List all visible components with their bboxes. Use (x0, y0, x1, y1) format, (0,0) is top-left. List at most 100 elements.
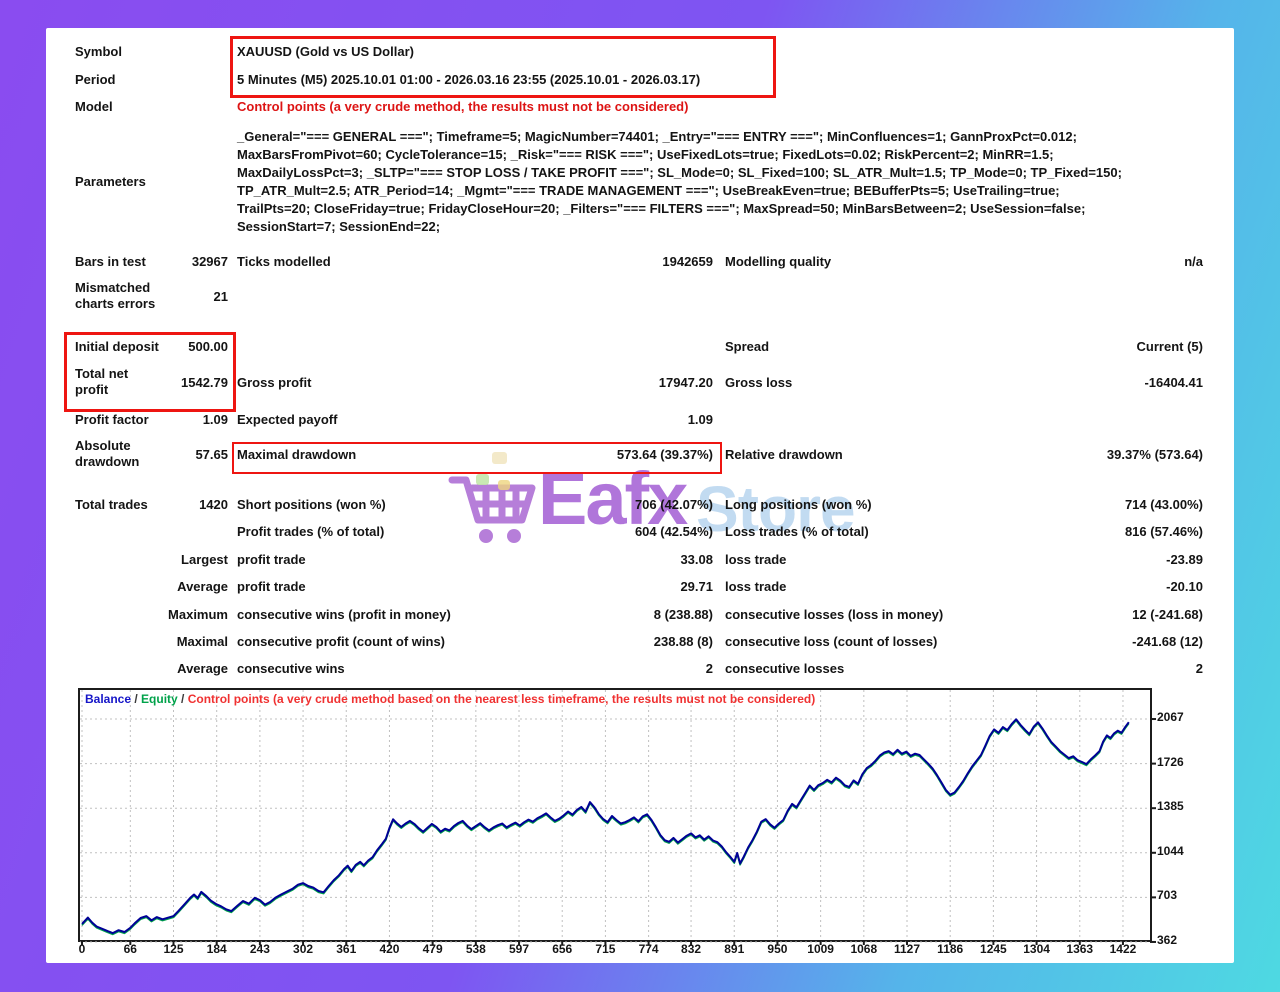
maximal-consecutive-profit-value: 238.88 (8) (653, 634, 713, 649)
y-axis-tick-label: 703 (1157, 888, 1178, 903)
largest-row-label: Largest (181, 552, 228, 567)
parameters-line: SessionStart=7; SessionEnd=22; (237, 219, 441, 234)
x-axis-tick-label: 832 (681, 942, 702, 956)
legend-equity: Equity (141, 692, 178, 706)
legend-separator: / (131, 692, 142, 706)
relative-drawdown-label: Relative drawdown (725, 447, 843, 462)
average-row-label: Average (177, 579, 228, 594)
profit-factor-value: 1.09 (202, 412, 228, 427)
x-axis-tick-label: 361 (336, 942, 357, 956)
x-axis-tick-label: 479 (422, 942, 443, 956)
x-axis-tick-label: 891 (724, 942, 745, 956)
profit-trades-label: Profit trades (% of total) (237, 524, 385, 539)
gross-loss-label: Gross loss (725, 375, 793, 390)
x-axis-tick-label: 1363 (1066, 942, 1094, 956)
cart-item-icon (476, 474, 489, 485)
legend-separator: / (177, 692, 188, 706)
loss-trades-value: 816 (57.46%) (1124, 524, 1203, 539)
x-axis-tick-label: 774 (638, 942, 659, 956)
maximal-consecutive-profit-label: consecutive profit (count of wins) (237, 634, 446, 649)
mismatched-errors-label: Mismatched charts errors (75, 280, 156, 311)
x-axis-tick-label: 597 (509, 942, 530, 956)
period-value: 5 Minutes (M5) 2025.10.01 01:00 - 2026.0… (237, 72, 701, 87)
average-loss-trade-label: loss trade (725, 579, 787, 594)
x-axis-tick-label: 243 (249, 942, 270, 956)
maximal-consecutive-loss-label: consecutive loss (count of losses) (725, 634, 938, 649)
initial-deposit-label: Initial deposit (75, 339, 159, 354)
avg-consecutive-wins-value: 2 (705, 661, 713, 676)
long-positions-label: Long positions (won %) (725, 497, 872, 512)
spread-value: Current (5) (1136, 339, 1203, 354)
cart-item-icon (498, 480, 510, 490)
largest-loss-trade-value: -23.89 (1166, 552, 1203, 567)
bars-in-test-label: Bars in test (75, 254, 146, 269)
y-axis-tick-label: 362 (1157, 932, 1178, 947)
legend-balance: Balance (85, 692, 132, 706)
parameters-line: TP_ATR_Mult=2.5; ATR_Period=14; _Mgmt="=… (237, 183, 1060, 198)
model-label: Model (75, 99, 113, 114)
x-axis-tick-label: 302 (293, 942, 314, 956)
mismatched-errors-value: 21 (213, 289, 228, 304)
max-consecutive-losses-value: 12 (-241.68) (1132, 607, 1203, 622)
relative-drawdown-value: 39.37% (573.64) (1106, 447, 1203, 462)
short-positions-label: Short positions (won %) (237, 497, 386, 512)
total-net-profit-label: Total net profit (75, 366, 129, 397)
maximal-drawdown-label: Maximal drawdown (237, 447, 357, 462)
y-axis-tick-label: 1044 (1157, 843, 1184, 858)
chart-series (81, 718, 1130, 935)
symbol-value: XAUUSD (Gold vs US Dollar) (237, 44, 414, 59)
ticks-modelled-label: Ticks modelled (237, 254, 331, 269)
parameters-label: Parameters (75, 174, 146, 189)
y-axis-tick-label: 1385 (1157, 799, 1184, 814)
chart-legend: Balance / Equity / Control points (a ver… (85, 692, 815, 706)
average-loss-trade-value: -20.10 (1166, 579, 1203, 594)
largest-profit-trade-value: 33.08 (680, 552, 713, 567)
largest-profit-trade-label: profit trade (237, 552, 306, 567)
profit-trades-value: 604 (42.54%) (634, 524, 713, 539)
avg-consecutive-wins-label: consecutive wins (237, 661, 345, 676)
parameters-line: _General="=== GENERAL ==="; Timeframe=5;… (237, 129, 1077, 144)
x-axis-tick-label: 125 (163, 942, 184, 956)
average2-row-label: Average (177, 661, 228, 676)
parameters-line: MaxDailyLossPct=3; _SLTP="=== STOP LOSS … (237, 165, 1122, 180)
balance-chart: Balance / Equity / Control points (a ver… (78, 688, 1156, 945)
maximal-row-label: Maximal (176, 634, 228, 649)
x-axis-tick-label: 1127 (893, 942, 921, 956)
x-axis-tick-label: 656 (552, 942, 573, 956)
modelling-quality-value: n/a (1184, 254, 1203, 269)
average-profit-trade-label: profit trade (237, 579, 306, 594)
short-positions-value: 706 (42.07%) (634, 497, 713, 512)
largest-loss-trade-label: loss trade (725, 552, 787, 567)
gross-profit-value: 17947.20 (658, 375, 713, 390)
max-consecutive-wins-value: 8 (238.88) (653, 607, 713, 622)
max-consecutive-wins-label: consecutive wins (profit in money) (237, 607, 451, 622)
y-axis-tick-label: 2067 (1157, 710, 1184, 725)
symbol-label: Symbol (75, 44, 122, 59)
total-trades-label: Total trades (75, 497, 148, 512)
expected-payoff-label: Expected payoff (237, 412, 338, 427)
average-profit-trade-value: 29.71 (680, 579, 713, 594)
maximal-consecutive-loss-value: -241.68 (12) (1132, 634, 1203, 649)
shopping-cart-icon (448, 476, 536, 543)
x-axis-tick-label: 1186 (937, 942, 964, 956)
legend-note: Control points (a very crude method base… (187, 692, 816, 706)
long-positions-value: 714 (43.00%) (1124, 497, 1203, 512)
x-axis-tick-label: 184 (206, 942, 227, 956)
balance-chart-plot (80, 690, 1156, 945)
x-axis-tick-label: 950 (767, 942, 788, 956)
watermark-brand-eafx: Eafx (538, 457, 688, 540)
parameters-line: MaxBarsFromPivot=60; CycleTolerance=15; … (237, 147, 1054, 162)
absolute-drawdown-value: 57.65 (195, 447, 228, 462)
x-axis-tick-label: 538 (465, 942, 486, 956)
total-net-profit-value: 1542.79 (181, 375, 228, 390)
spread-label: Spread (725, 339, 770, 354)
max-consecutive-losses-label: consecutive losses (loss in money) (725, 607, 944, 622)
parameters-line: TrailPts=20; CloseFriday=true; FridayClo… (237, 201, 1086, 216)
report-card: Symbol XAUUSD (Gold vs US Dollar) Period… (46, 28, 1234, 963)
x-axis-tick-label: 1245 (980, 942, 1007, 956)
chart-series (81, 719, 1130, 936)
profit-factor-label: Profit factor (75, 412, 149, 427)
x-axis-tick-label: 420 (379, 942, 400, 956)
x-axis-tick-label: 1304 (1023, 942, 1050, 956)
gross-loss-value: -16404.41 (1144, 375, 1203, 390)
